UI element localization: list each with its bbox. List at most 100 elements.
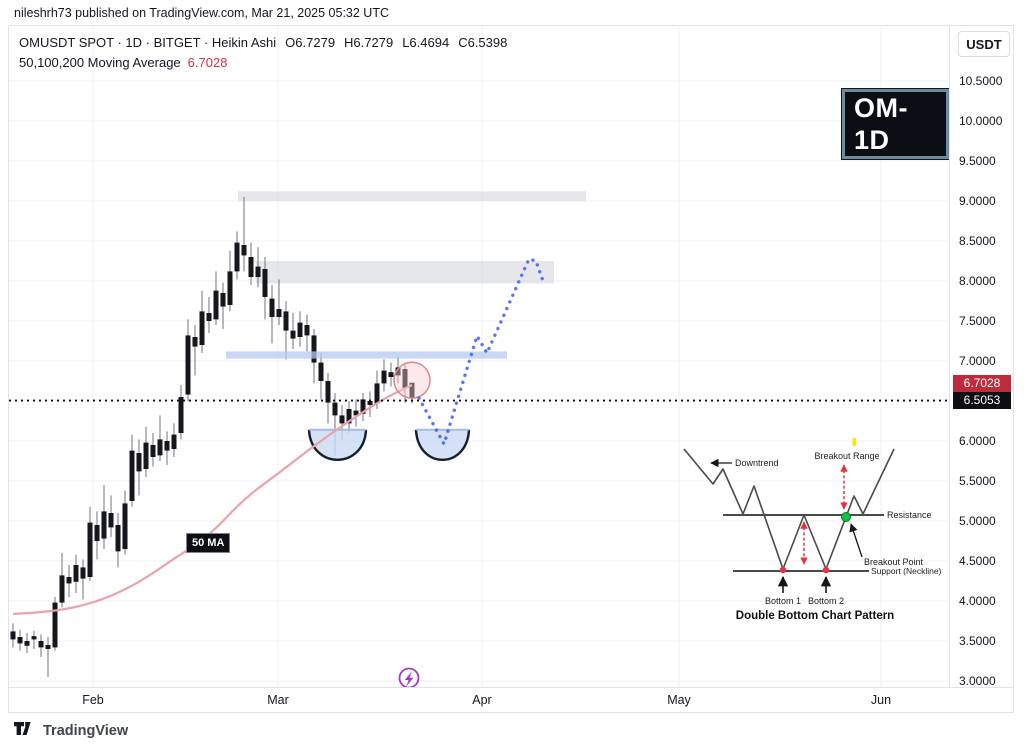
tradingview-logo-icon — [14, 721, 36, 741]
price-tick: 4.0000 — [959, 594, 996, 608]
candle-body — [318, 362, 324, 381]
time-tick-mar: Mar — [267, 693, 289, 707]
candle-body — [185, 335, 191, 395]
lightning-icon — [404, 671, 414, 687]
inset-bottom1-label: Bottom 1 — [765, 596, 801, 606]
candle-body — [66, 577, 72, 584]
highlight-circle — [393, 361, 431, 399]
price-tick: 5.0000 — [959, 514, 996, 528]
currency-toggle-button[interactable]: USDT — [958, 31, 1010, 57]
om-1d-badge: OM-1D — [841, 88, 950, 160]
price-tick: 4.5000 — [959, 554, 996, 568]
candle-body — [353, 410, 359, 416]
ma-indicator-value: 6.7028 — [187, 55, 228, 70]
ohlc-high: H6.7279 — [344, 35, 394, 50]
candle-body — [164, 441, 170, 451]
candle-body — [45, 645, 51, 649]
plot-area[interactable]: Downtrend Breakout Range Resistance Breakou… — [9, 26, 950, 687]
candle-body — [269, 298, 275, 317]
candle-body — [136, 453, 142, 472]
inset-support-label: Support (Neckline) — [871, 566, 942, 576]
candle-body — [171, 434, 177, 449]
time-axis[interactable]: Feb Mar Apr May Jun — [9, 687, 1014, 713]
price-tick: 6.0000 — [959, 434, 996, 448]
candle-body — [220, 293, 226, 307]
inset-yellow-marker — [852, 438, 856, 446]
candle-body — [143, 442, 149, 469]
candle-body — [150, 445, 156, 457]
candle-body — [290, 330, 296, 339]
inset-bottom1-dot — [779, 566, 787, 574]
symbol-description-row[interactable]: OMUSDT SPOT · 1D · BITGET · Heikin Ashi O… — [19, 33, 507, 53]
ma-50-tag: 50 MA — [186, 533, 231, 553]
inset-bottom2-label: Bottom 2 — [808, 596, 844, 606]
resistance-zone-8 — [256, 261, 554, 284]
candle-body — [31, 636, 37, 640]
candle-body — [178, 397, 184, 433]
candle-body — [325, 381, 331, 403]
ma-indicator-label: 50,100,200 Moving Average — [19, 55, 181, 70]
candle-body — [346, 409, 352, 424]
candle-body — [262, 269, 268, 297]
candle-body — [409, 382, 415, 398]
candle-body — [248, 257, 254, 277]
candle-body — [73, 565, 79, 582]
time-tick-apr: Apr — [472, 693, 492, 707]
candle-body — [255, 266, 261, 277]
candle-body — [129, 450, 135, 501]
tradingview-logo-text: TradingView — [43, 723, 129, 739]
price-tick: 10.5000 — [959, 74, 1003, 88]
candle-body — [80, 567, 86, 579]
price-chart-canvas[interactable]: Downtrend Breakout Range Resistance Breakou… — [9, 26, 949, 687]
candle-body — [122, 503, 128, 549]
time-tick-feb: Feb — [82, 693, 104, 707]
attribution-text: nileshrh73 published on TradingView.com,… — [14, 6, 389, 20]
price-tick: 3.5000 — [959, 634, 996, 648]
candle-body — [332, 402, 338, 416]
candle-body — [395, 367, 401, 376]
ma-50-line — [12, 384, 413, 615]
inset-resistance-label: Resistance — [887, 510, 932, 520]
price-tick: 10.0000 — [959, 114, 1003, 128]
ma-indicator-row[interactable]: 50,100,200 Moving Average 6.7028 — [19, 53, 507, 73]
inset-bottom2-dot — [822, 566, 830, 574]
inset-breakout-point-arrow — [849, 523, 863, 558]
candle-body — [276, 309, 282, 317]
price-tick: 8.0000 — [959, 274, 996, 288]
price-tick: 8.5000 — [959, 234, 996, 248]
chart-legend: OMUSDT SPOT · 1D · BITGET · Heikin Ashi O… — [19, 33, 507, 73]
candle-body — [24, 641, 30, 646]
support-band — [226, 351, 507, 359]
candle-body — [10, 631, 16, 640]
price-tick: 5.5000 — [959, 474, 996, 488]
candle-body — [108, 513, 114, 528]
candle-body — [360, 399, 366, 414]
candle-body — [283, 311, 289, 331]
candle-body — [59, 575, 65, 603]
cup-outline — [414, 429, 471, 461]
symbol-title: OMUSDT SPOT · 1D · BITGET · Heikin Ashi — [19, 35, 277, 50]
resistance-zone-9 — [238, 191, 586, 201]
candle-body — [52, 602, 58, 648]
inset-price-zigzag — [683, 448, 895, 570]
inset-breakout-dot — [841, 512, 851, 522]
candle-body — [17, 637, 23, 644]
candle-body — [227, 271, 233, 305]
candle-body — [192, 337, 198, 347]
candle-body — [94, 525, 100, 541]
price-tick: 3.0000 — [959, 674, 996, 688]
candle-body — [374, 383, 380, 404]
price-axis[interactable]: USDT 10.5000 10.0000 9.5000 9.0000 8.5000 8.0… — [949, 26, 1014, 688]
last-price-label: 6.7028 — [953, 375, 1011, 393]
candle-body — [304, 325, 310, 336]
candle-body — [206, 313, 212, 321]
projection-path — [417, 257, 545, 446]
candle-body — [339, 415, 345, 424]
cup-outline — [307, 429, 368, 461]
candle-body — [115, 525, 121, 552]
candle-body — [381, 370, 387, 384]
candle-body — [199, 311, 205, 345]
dotted-level-label: 6.5053 — [953, 392, 1011, 410]
ohlc-low: L6.4694 — [402, 35, 450, 50]
candle-body — [157, 439, 163, 456]
